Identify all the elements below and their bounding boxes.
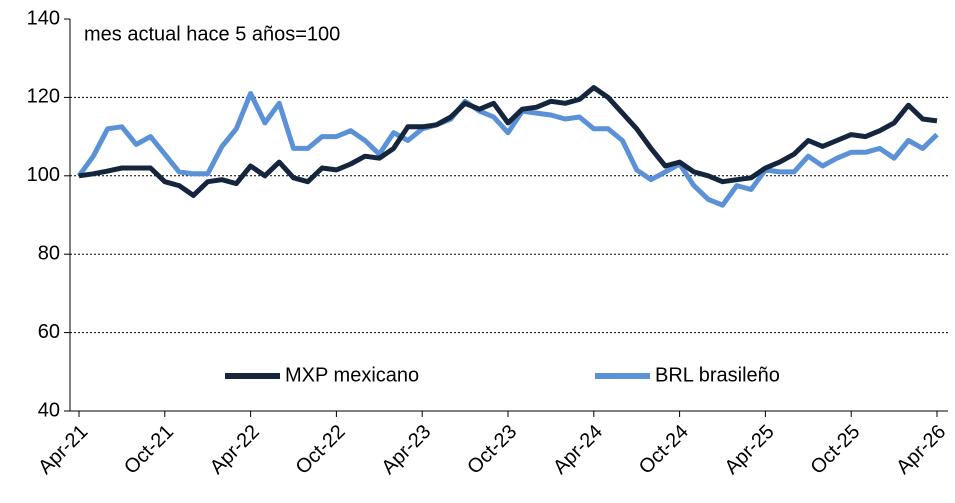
x-tick-label: Apr-21 <box>34 421 92 479</box>
x-tick-label: Apr-22 <box>206 421 264 479</box>
x-tick-label: Oct-23 <box>463 421 521 479</box>
x-tick-label: Oct-22 <box>292 421 350 479</box>
y-tick-label: 60 <box>38 321 60 343</box>
y-tick-label: 40 <box>38 399 60 421</box>
legend-label: MXP mexicano <box>285 364 419 386</box>
line-series <box>76 91 939 208</box>
x-tick-label: Oct-25 <box>806 421 864 479</box>
x-tick-label: Apr-23 <box>377 421 435 479</box>
x-tick-label: Apr-24 <box>549 421 607 479</box>
legend-label: BRL brasileño <box>655 364 780 386</box>
y-tick-label: 100 <box>27 164 60 186</box>
y-tick-label: 80 <box>38 242 60 264</box>
y-tick-label: 120 <box>27 86 60 108</box>
x-tick-label: Oct-24 <box>635 421 693 479</box>
x-tick-label: Apr-26 <box>892 421 950 479</box>
x-tick-label: Apr-25 <box>721 421 779 479</box>
line-series <box>78 85 938 198</box>
x-tick-label: Oct-21 <box>120 421 178 479</box>
y-tick-label: 140 <box>27 7 60 29</box>
annotation: mes actual hace 5 años=100 <box>84 23 340 45</box>
